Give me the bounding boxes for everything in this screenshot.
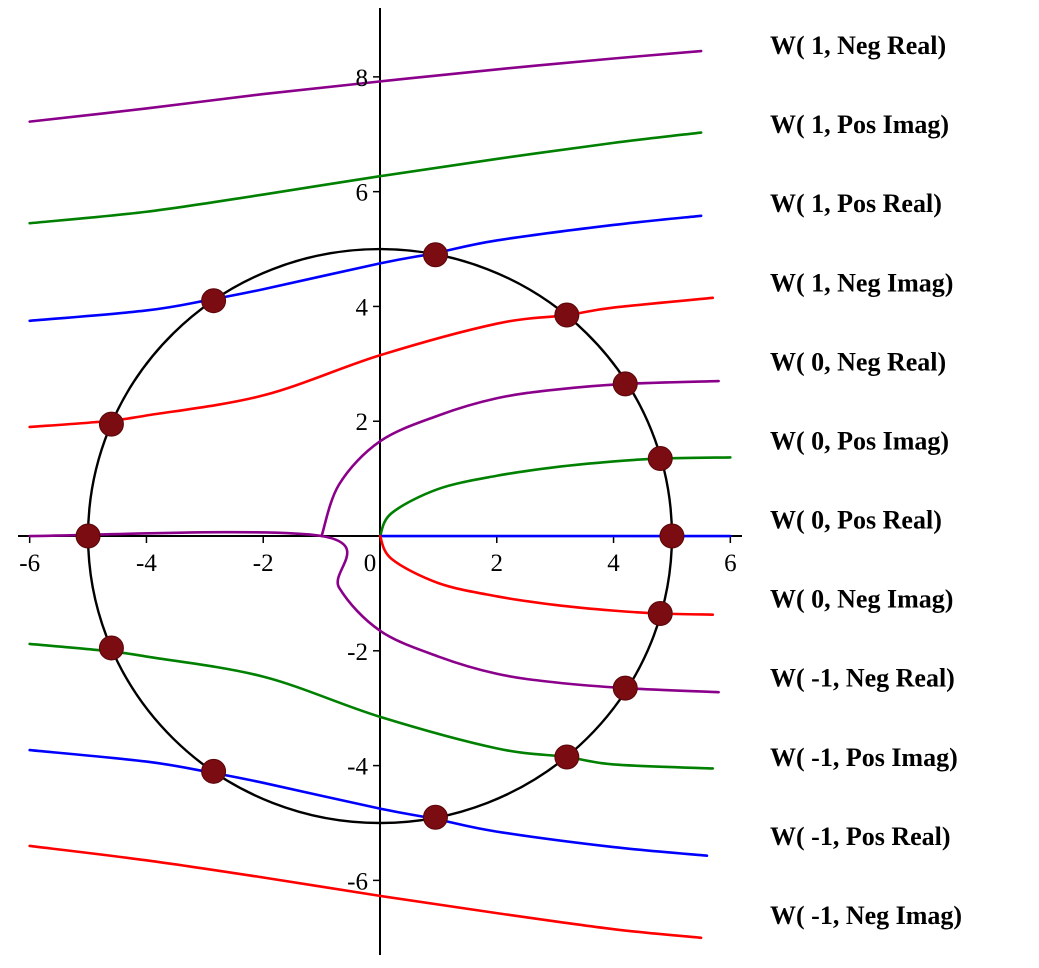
legend-entry-7: W( 0, Neg Imag) [770,585,953,614]
legend-entry-1: W( 1, Pos Imag) [770,110,949,139]
x-tick-label: 2 [491,550,504,577]
intersection-marker-5 [647,601,673,627]
intersection-marker-2 [612,371,638,397]
legend-entry-5: W( 0, Pos Imag) [770,426,949,455]
legend-entry-11: W( -1, Neg Imag) [770,901,962,930]
y-tick-label: 6 [356,180,369,207]
x-tick-label: 4 [607,550,620,577]
intersection-marker-3 [647,446,673,472]
series-line-11 [28,844,703,940]
y-tick-label: -6 [347,868,368,895]
intersection-marker-8 [422,804,448,830]
y-tick-label: 4 [356,294,369,321]
intersection-marker-7 [554,744,580,770]
x-tick-label: 0 [364,550,377,577]
legend-entry-10: W( -1, Pos Real) [770,822,951,851]
intersection-marker-1 [554,302,580,328]
intersection-marker-10 [98,635,124,661]
y-tick-label: -4 [347,754,368,781]
legend: W( 1, Neg Real) W( 1, Pos Imag) W( 1, Pos … [770,31,962,930]
intersection-marker-13 [201,288,227,314]
series-line-10 [28,748,709,858]
series-line-5 [378,456,732,538]
x-tick-label: -4 [136,550,157,577]
series-line-8 [28,530,720,694]
series-line-2 [28,214,703,323]
legend-entry-8: W( -1, Neg Real) [770,664,955,693]
x-tick-label: -6 [19,550,40,577]
intersection-marker-0 [422,242,448,268]
legend-entry-0: W( 1, Neg Real) [770,31,946,60]
y-tick-label: -2 [347,639,368,666]
series-line-3 [28,296,715,429]
x-tick-label: 6 [724,550,737,577]
intersection-marker-4 [659,523,685,549]
tick-labels: -6 -4 -2 0 2 4 6 -6 -4 -2 2 4 6 8 [19,65,736,896]
legend-entry-3: W( 1, Neg Imag) [770,268,953,297]
series-line-9 [28,642,715,770]
legend-entry-2: W( 1, Pos Real) [770,189,942,218]
intersection-marker-11 [75,523,101,549]
intersection-marker-9 [201,758,227,784]
y-tick-label: 8 [356,65,369,92]
intersection-marker-12 [98,411,124,437]
series-line-1 [28,131,703,225]
x-tick-label: -2 [253,550,274,577]
series-line-0 [28,49,703,123]
legend-entry-6: W( 0, Pos Real) [770,506,942,535]
y-tick-label: 2 [356,409,369,436]
axes [18,8,742,955]
legend-entry-9: W( -1, Pos Imag) [770,743,958,772]
intersection-markers [75,242,685,830]
legend-entry-4: W( 0, Neg Real) [770,347,946,376]
intersection-marker-6 [612,675,638,701]
